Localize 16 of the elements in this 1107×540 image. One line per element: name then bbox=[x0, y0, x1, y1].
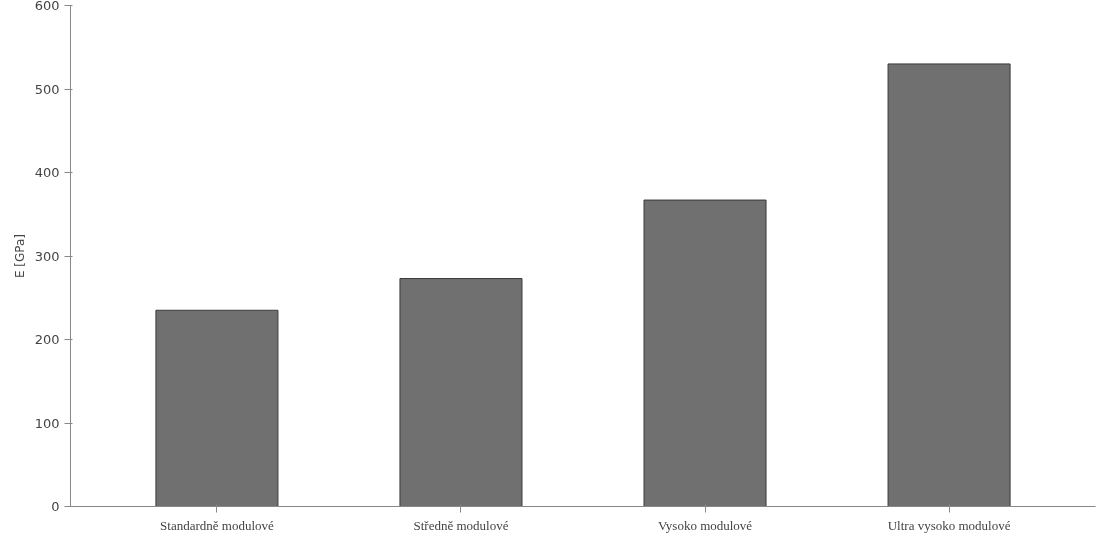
y-axis-title: E [GPa] bbox=[12, 233, 27, 279]
y-tick-label: 0 bbox=[51, 499, 60, 514]
x-tick-label: Středně modulové bbox=[413, 517, 509, 533]
bar bbox=[155, 309, 279, 507]
y-tick-label: 500 bbox=[34, 81, 60, 97]
y-tick-label: 400 bbox=[34, 165, 60, 180]
y-tick-label: 200 bbox=[34, 332, 60, 347]
y-tick-label: 100 bbox=[34, 415, 60, 431]
y-tick-label: 300 bbox=[34, 248, 60, 264]
bar bbox=[399, 278, 523, 507]
bar bbox=[887, 63, 1011, 507]
x-tick-label: Standardně modulové bbox=[160, 517, 275, 533]
x-tick-label: Vysoko modulové bbox=[657, 517, 753, 533]
x-tick-label: Ultra vysoko modulové bbox=[887, 517, 1011, 533]
y-tick-label: 600 bbox=[34, 0, 60, 13]
bar bbox=[643, 199, 767, 507]
